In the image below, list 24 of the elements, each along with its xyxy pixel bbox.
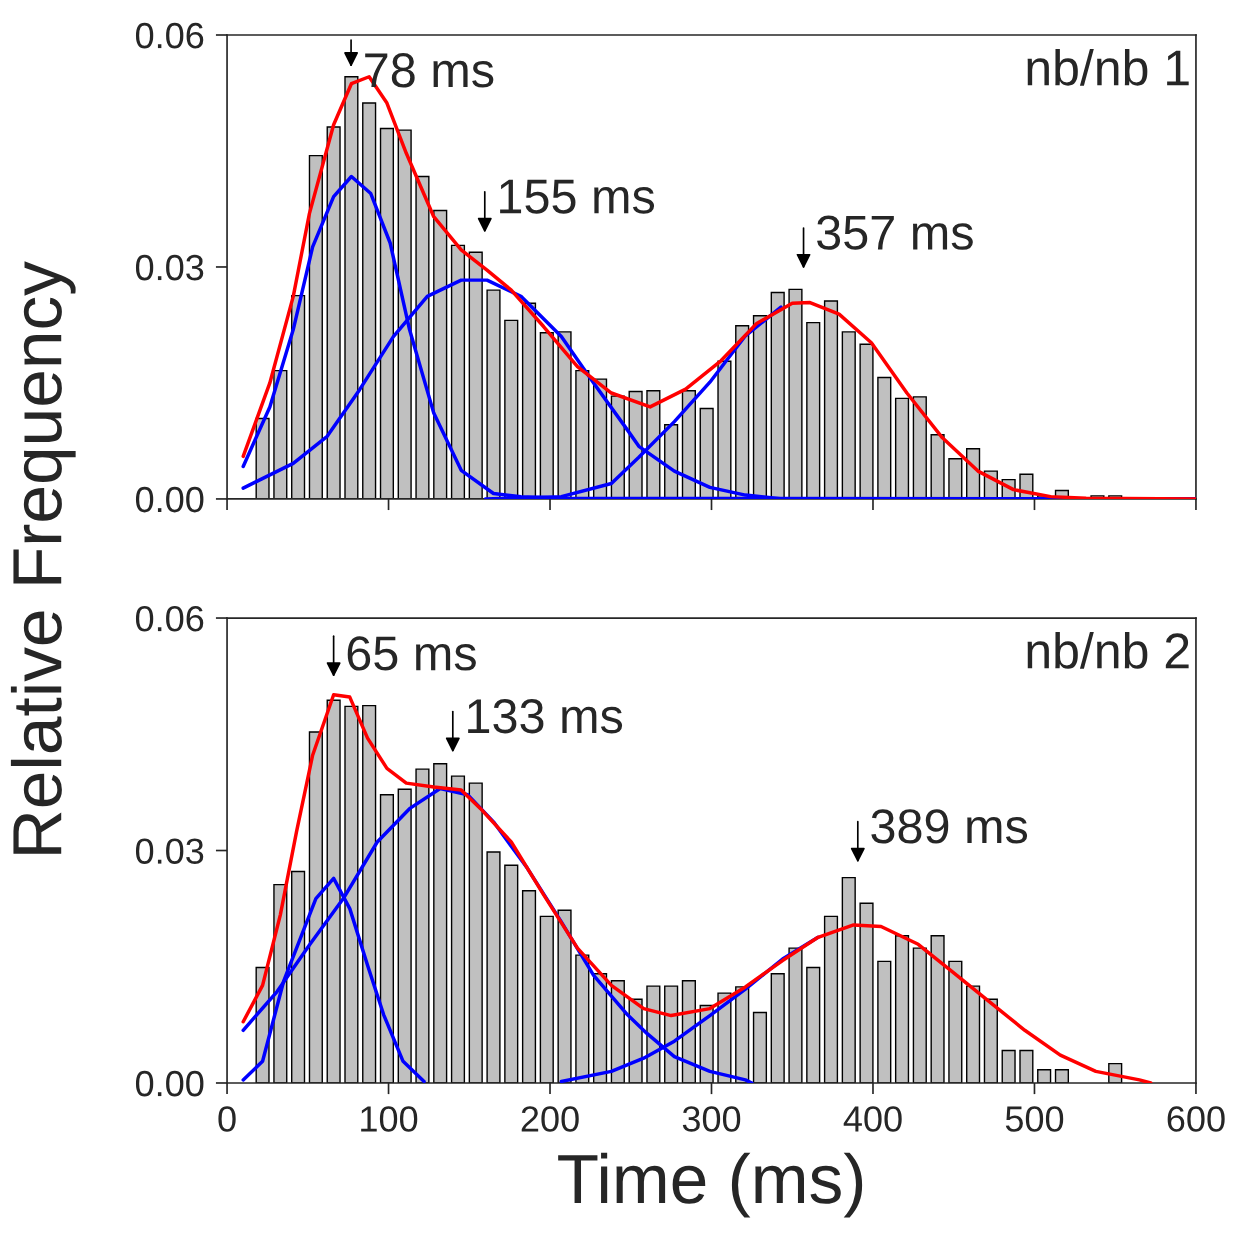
- annotation: 357 ms: [817, 215, 973, 250]
- y-tick-label: 0.06: [135, 605, 204, 632]
- annotation: 133 ms: [468, 698, 623, 734]
- annotation: nb/nb 1: [1027, 48, 1189, 86]
- x-tick-label: 600: [1167, 1106, 1225, 1132]
- x-tick-label: 100: [361, 1106, 418, 1132]
- y-tick-label: 0.03: [135, 838, 204, 864]
- y-axis-title: Relative Frequency: [10, 261, 76, 854]
- annotation: nb/nb 2: [1027, 631, 1189, 669]
- line-series: [241, 693, 1153, 1083]
- x-tick-label: 200: [521, 1106, 579, 1132]
- x-tick-label: 500: [1005, 1106, 1064, 1132]
- x-tick-label: 400: [843, 1106, 902, 1132]
- y-tick-label: 0.03: [135, 254, 204, 281]
- x-tick-label: 0: [218, 1106, 236, 1132]
- y-tick-label: 0.00: [135, 1070, 204, 1097]
- annotation: 389 ms: [871, 809, 1028, 844]
- x-tick-label: 300: [682, 1106, 741, 1132]
- y-tick-label: 0.06: [135, 22, 204, 49]
- y-tick-label: 0.00: [135, 486, 204, 513]
- annotation: 78 ms: [365, 53, 494, 88]
- annotation: 155 ms: [500, 179, 655, 214]
- x-axis-title: Time (ms): [558, 1152, 863, 1218]
- annotation: 65 ms: [347, 636, 476, 671]
